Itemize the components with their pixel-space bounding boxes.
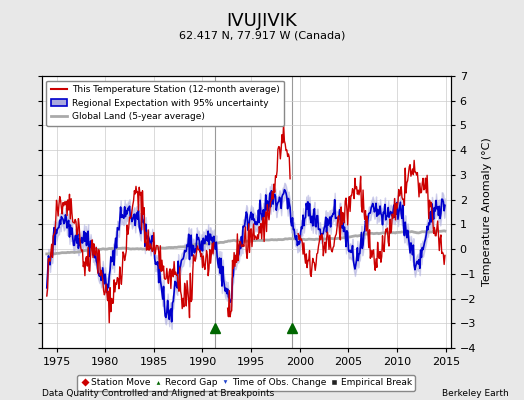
Text: IVUJIVIK: IVUJIVIK (226, 12, 298, 30)
Text: Berkeley Earth: Berkeley Earth (442, 389, 508, 398)
Legend: Station Move, Record Gap, Time of Obs. Change, Empirical Break: Station Move, Record Gap, Time of Obs. C… (77, 375, 416, 391)
Text: 62.417 N, 77.917 W (Canada): 62.417 N, 77.917 W (Canada) (179, 30, 345, 40)
Y-axis label: Temperature Anomaly (°C): Temperature Anomaly (°C) (482, 138, 492, 286)
Text: Data Quality Controlled and Aligned at Breakpoints: Data Quality Controlled and Aligned at B… (42, 389, 274, 398)
